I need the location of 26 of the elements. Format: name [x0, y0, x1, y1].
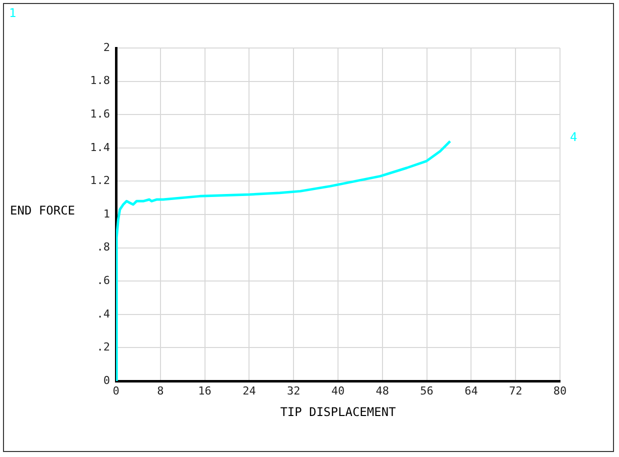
x-tick-label: 80 [553, 384, 567, 398]
text: 4 [570, 130, 578, 144]
x-tick-label: 0 [112, 384, 120, 398]
y-tick-label: 1.8 [90, 74, 110, 88]
y-tick-label: 1.2 [90, 174, 110, 188]
y-tick-label: .4 [96, 307, 110, 320]
y-axis-title: END FORCE [10, 203, 76, 218]
x-axis-title: TIP DISPLACEMENT [280, 405, 396, 420]
x-tick-label: 24 [242, 384, 256, 398]
x-tick-label: 16 [198, 384, 212, 398]
y-tick-label: .2 [96, 340, 110, 354]
x-tick-label: 72 [508, 384, 522, 398]
x-tick-label: 64 [464, 384, 478, 398]
y-tick-label: 1 [103, 207, 110, 220]
x-tick-label: 8 [157, 384, 164, 398]
y-tick-label: 2 [103, 40, 110, 54]
x-tick-label: 56 [420, 384, 434, 398]
y-tick-label: 1.4 [90, 140, 110, 154]
y-tick-label: 1.6 [90, 107, 110, 120]
x-tick-label: 40 [331, 384, 345, 398]
x-tick-label: 48 [376, 384, 390, 398]
text: 1 [9, 6, 16, 20]
y-tick-label: .8 [96, 240, 110, 254]
y-tick-label: .6 [96, 274, 110, 287]
x-tick-label: 32 [286, 384, 300, 398]
y-tick-label: 0 [103, 374, 110, 387]
